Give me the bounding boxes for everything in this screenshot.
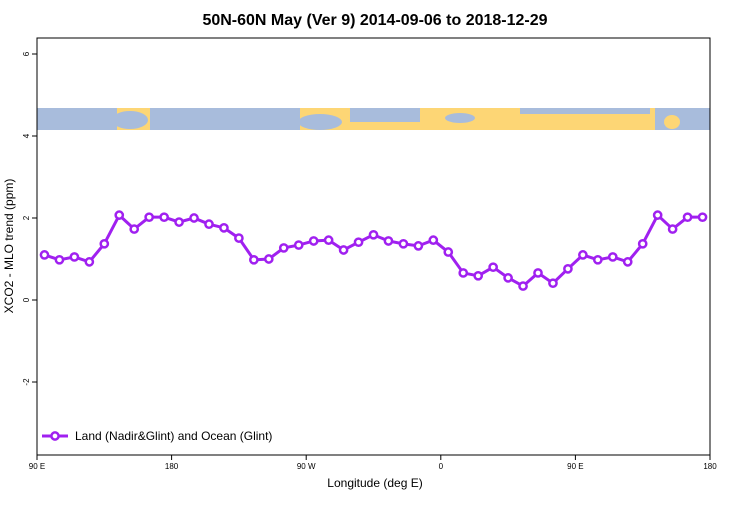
data-point xyxy=(69,252,80,262)
y-tick-label: 4 xyxy=(22,133,31,138)
data-point xyxy=(697,212,708,223)
x-axis-label: Longitude (deg E) xyxy=(327,476,422,490)
data-point xyxy=(428,235,439,245)
data-point xyxy=(308,236,319,246)
data-point xyxy=(652,210,663,220)
data-point xyxy=(548,278,558,289)
data-point xyxy=(293,240,304,250)
data-point xyxy=(443,247,454,257)
data-point xyxy=(667,224,678,234)
y-tick-label: -2 xyxy=(22,378,31,386)
data-point xyxy=(533,268,543,278)
x-tick-label: 90 E xyxy=(567,462,583,471)
data-point xyxy=(488,262,498,273)
data-point xyxy=(368,229,379,240)
data-point xyxy=(84,257,95,267)
x-tick-label: 180 xyxy=(165,462,179,471)
data-point xyxy=(219,222,229,233)
data-point xyxy=(458,268,469,278)
data-point xyxy=(174,217,184,227)
data-point xyxy=(263,254,274,264)
data-point xyxy=(682,212,693,223)
data-point xyxy=(249,254,259,265)
data-point xyxy=(144,212,155,223)
data-point xyxy=(204,219,214,230)
data-point xyxy=(592,254,603,265)
data-point xyxy=(622,257,633,267)
map-strip xyxy=(37,108,710,130)
data-point xyxy=(398,238,409,249)
data-point xyxy=(189,213,199,223)
plot-frame xyxy=(36,37,711,456)
data-point xyxy=(383,236,394,246)
data-point xyxy=(563,263,573,274)
data-point xyxy=(278,243,289,253)
data-point xyxy=(413,241,424,251)
data-point xyxy=(578,250,588,260)
chart-title: 50N-60N May (Ver 9) 2014-09-06 to 2018-1… xyxy=(202,12,547,29)
series-line xyxy=(44,212,703,288)
data-point xyxy=(234,233,244,243)
data-point xyxy=(54,254,65,265)
y-tick-label: 0 xyxy=(22,297,31,302)
y-axis-label: XCO2 - MLO trend (ppm) xyxy=(2,179,16,314)
data-point xyxy=(129,224,140,234)
data-point xyxy=(99,238,110,249)
x-tick-label: 90 W xyxy=(297,462,316,471)
data-point xyxy=(114,210,125,220)
y-tick-label: 2 xyxy=(22,215,31,220)
legend-marker xyxy=(50,431,60,441)
data-point xyxy=(637,238,648,249)
x-tick-label: 0 xyxy=(439,462,444,471)
data-point xyxy=(503,273,513,283)
x-tick-label: 180 xyxy=(703,462,717,471)
x-tick-label: 90 E xyxy=(29,462,45,471)
data-point xyxy=(473,270,484,281)
data-point xyxy=(159,212,169,223)
legend-label: Land (Nadir&Glint) and Ocean (Glint) xyxy=(75,429,272,443)
data-point xyxy=(607,252,618,262)
data-point xyxy=(338,245,349,255)
data-point xyxy=(518,281,528,291)
data-point xyxy=(39,250,50,260)
data-point xyxy=(323,235,334,245)
data-point xyxy=(353,237,364,248)
y-tick-label: 6 xyxy=(22,51,31,56)
